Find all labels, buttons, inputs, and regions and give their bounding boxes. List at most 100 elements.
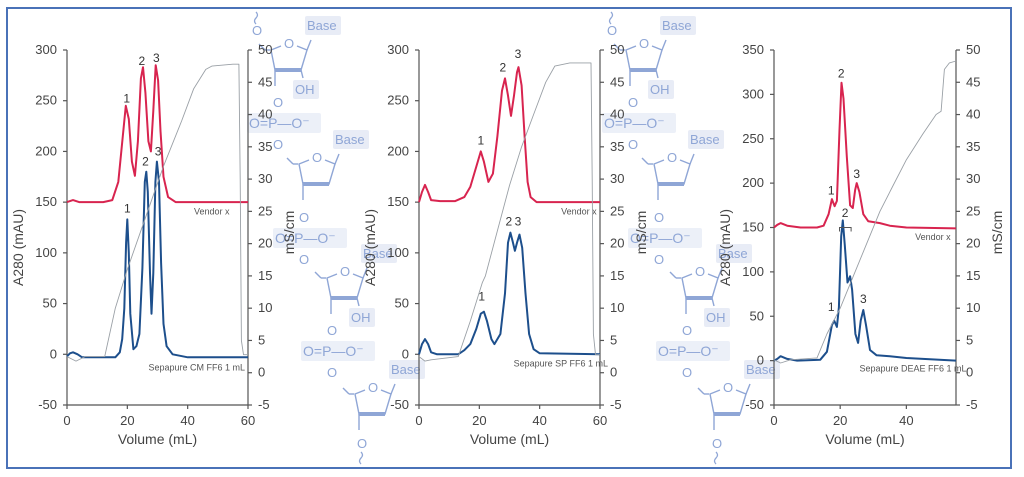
vendor-trace <box>66 64 248 204</box>
peak-label: 1 <box>123 92 130 106</box>
nucleotide-unit: O <box>258 36 312 86</box>
svg-text:O: O <box>639 36 649 51</box>
y2-tick-label: 30 <box>966 171 980 186</box>
y-tick-label: 250 <box>35 93 57 108</box>
peak-label: 1 <box>828 300 835 314</box>
y-tick-label: -50 <box>745 397 764 412</box>
svg-text:O: O <box>312 150 322 165</box>
svg-text:O=P—O⁻: O=P—O⁻ <box>249 115 310 131</box>
axes <box>63 49 252 409</box>
y2-tick-label: -5 <box>610 397 622 412</box>
y-tick-label: -50 <box>390 397 409 412</box>
vendor-trace <box>418 66 600 204</box>
x-tick-label: 0 <box>63 413 70 428</box>
svg-text:O: O <box>273 137 283 152</box>
base-label: Base <box>305 16 341 35</box>
svg-text:OH: OH <box>650 82 670 97</box>
y2-tick-label: 35 <box>258 139 272 154</box>
tick-labels: -50050100150200250300-505101520253035404… <box>35 42 272 428</box>
y-tick-label: 300 <box>387 42 409 57</box>
y2-tick-label: -5 <box>258 397 270 412</box>
svg-text:O: O <box>723 380 733 395</box>
y2-tick-label: 10 <box>966 300 980 315</box>
trace-label: Vendor x <box>561 206 597 216</box>
base-label: Base <box>660 16 696 35</box>
y-axis-title: A280 (mAU) <box>717 209 733 286</box>
svg-text:O: O <box>327 323 337 338</box>
base-label: Base <box>744 360 780 379</box>
y-tick-label: 200 <box>35 143 57 158</box>
y2-tick-label: 5 <box>258 332 265 347</box>
svg-text:Base: Base <box>662 18 692 33</box>
peak-label: 3 <box>515 47 522 61</box>
svg-text:O: O <box>628 95 638 110</box>
trace-label: Sepapure SP FF6 1 mL <box>514 358 608 368</box>
y-tick-label: 100 <box>742 264 764 279</box>
y2-tick-label: 45 <box>966 74 980 89</box>
x-tick-label: 60 <box>241 413 255 428</box>
y-tick-label: 150 <box>742 220 764 235</box>
svg-text:O: O <box>712 436 722 451</box>
phosphate-group: O=P—O⁻ O O <box>273 210 347 267</box>
nucleotide-unit: O <box>314 264 368 314</box>
y2-tick-label: 40 <box>610 107 624 122</box>
svg-text:Base: Base <box>307 18 337 33</box>
y2-tick-label: 15 <box>966 268 980 283</box>
svg-text:O: O <box>340 264 350 279</box>
chain-continuation-icon <box>713 451 719 465</box>
x-tick-label: 40 <box>180 413 194 428</box>
svg-text:O: O <box>327 365 337 380</box>
y2-tick-label: 15 <box>258 268 272 283</box>
base-label: Base <box>361 244 397 263</box>
svg-text:O: O <box>667 150 677 165</box>
peak-label: 3 <box>515 214 522 228</box>
base-label: Base <box>333 130 369 149</box>
y-tick-label: 200 <box>742 175 764 190</box>
nucleotide-unit: O <box>641 150 695 200</box>
axes <box>770 49 960 409</box>
y-tick-label: 0 <box>757 353 764 368</box>
y2-tick-label: 35 <box>966 139 980 154</box>
peak-label: 2 <box>506 214 513 228</box>
x-axis-title: Volume (mL) <box>470 431 549 447</box>
oh-label: OH <box>704 308 730 327</box>
x-axis-title: Volume (mL) <box>118 431 197 447</box>
y-tick-label: 0 <box>402 346 409 361</box>
peak-label: 3 <box>155 144 162 158</box>
svg-text:O: O <box>368 380 378 395</box>
y2-tick-label: 0 <box>610 365 617 380</box>
oh-label: OH <box>349 308 375 327</box>
y-tick-label: 300 <box>35 42 57 57</box>
y-tick-label: 250 <box>387 93 409 108</box>
y-tick-label: 50 <box>750 308 764 323</box>
peak-label: 3 <box>860 292 867 306</box>
x-axis-title: Volume (mL) <box>825 431 904 447</box>
peak-label: 3 <box>153 51 160 65</box>
y2-tick-label: 40 <box>966 107 980 122</box>
svg-text:O=P—O⁻: O=P—O⁻ <box>303 343 364 359</box>
svg-text:OH: OH <box>351 310 371 325</box>
phosphate-group: O=P—O⁻ O O <box>602 95 676 152</box>
svg-text:Base: Base <box>718 246 748 261</box>
x-tick-label: 20 <box>120 413 134 428</box>
peak-label: 2 <box>500 60 507 74</box>
svg-text:O=P—O⁻: O=P—O⁻ <box>275 230 336 246</box>
svg-text:OH: OH <box>706 310 726 325</box>
peak-label: 2 <box>838 67 845 81</box>
y-tick-label: 150 <box>35 194 57 209</box>
conductivity-trace <box>418 62 600 362</box>
y2-tick-label: 15 <box>610 268 624 283</box>
svg-text:O: O <box>284 36 294 51</box>
svg-text:O: O <box>654 252 664 267</box>
peak-label: 2 <box>138 54 145 68</box>
y-tick-label: 350 <box>742 42 764 57</box>
y-tick-label: 300 <box>742 86 764 101</box>
y2-tick-label: 25 <box>610 203 624 218</box>
y-axis-title: A280 (mAU) <box>10 209 26 286</box>
y2-tick-label: 0 <box>258 365 265 380</box>
y2-tick-label: 20 <box>610 236 624 251</box>
oh-label: OH <box>648 80 674 99</box>
